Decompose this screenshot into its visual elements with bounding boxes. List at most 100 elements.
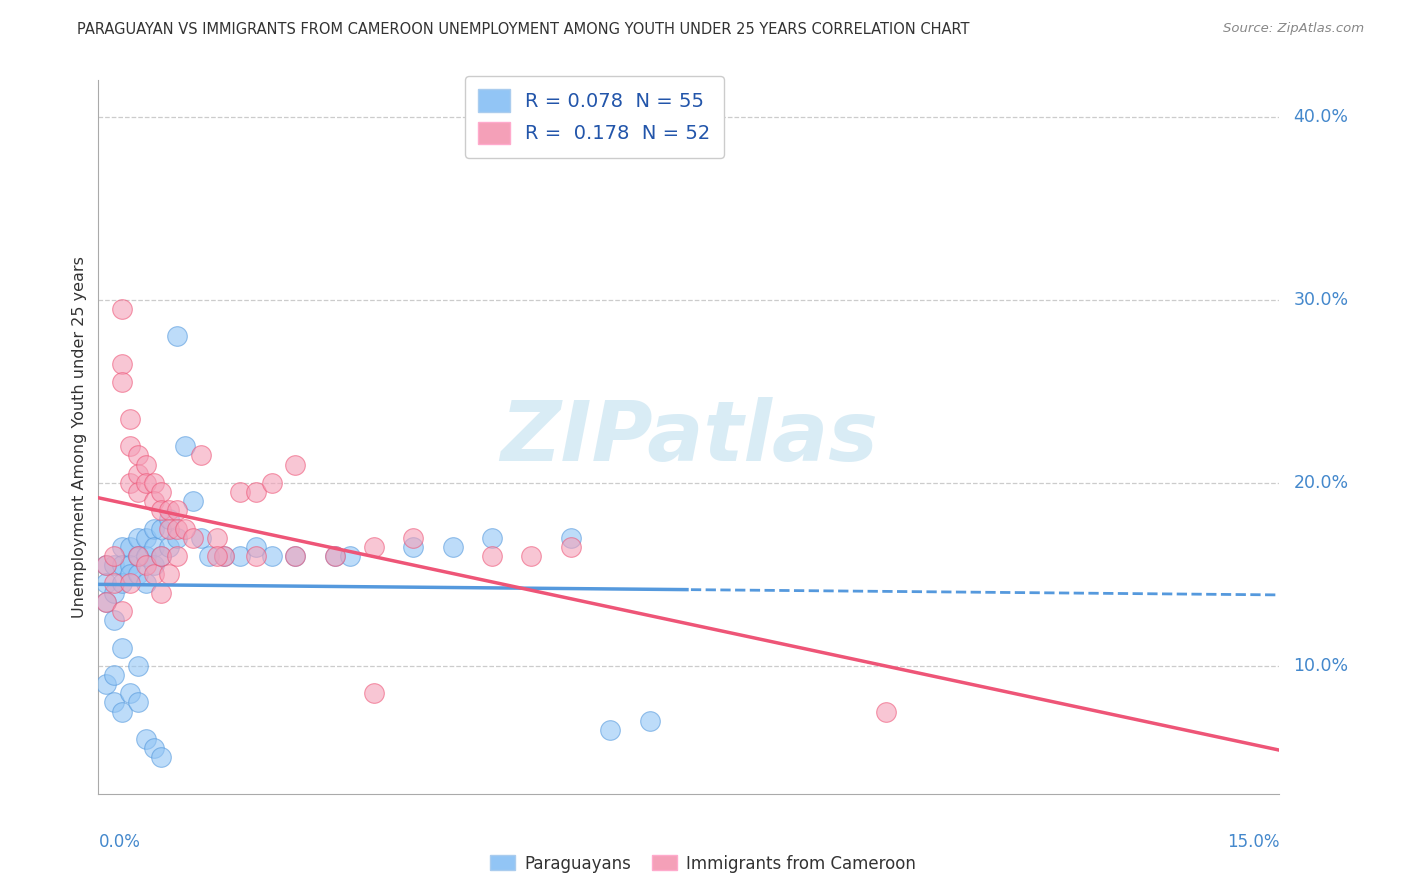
Point bbox=[229, 485, 252, 500]
Point bbox=[245, 540, 267, 554]
Point bbox=[150, 750, 173, 764]
Point bbox=[560, 540, 582, 554]
Point bbox=[103, 549, 125, 563]
Point bbox=[638, 714, 661, 728]
Point bbox=[142, 567, 165, 582]
Point bbox=[142, 558, 165, 573]
Point bbox=[157, 567, 180, 582]
Point bbox=[197, 549, 219, 563]
Point bbox=[96, 576, 118, 591]
Point bbox=[142, 494, 165, 508]
Text: 15.0%: 15.0% bbox=[1227, 833, 1279, 851]
Point bbox=[166, 522, 188, 536]
Point bbox=[127, 449, 149, 463]
Point bbox=[103, 558, 125, 573]
Point bbox=[111, 301, 134, 316]
Text: ZIPatlas: ZIPatlas bbox=[501, 397, 877, 477]
Point bbox=[111, 375, 134, 389]
Point bbox=[157, 503, 180, 517]
Point bbox=[111, 576, 134, 591]
Point bbox=[142, 741, 165, 756]
Point bbox=[142, 522, 165, 536]
Point bbox=[127, 531, 149, 545]
Point bbox=[96, 558, 118, 573]
Point bbox=[135, 458, 157, 472]
Point bbox=[323, 549, 346, 563]
Point bbox=[96, 677, 118, 691]
Point bbox=[363, 686, 385, 700]
Point bbox=[181, 531, 204, 545]
Point bbox=[150, 549, 173, 563]
Point bbox=[166, 503, 188, 517]
Point bbox=[118, 686, 141, 700]
Point bbox=[135, 731, 157, 746]
Point bbox=[174, 439, 197, 453]
Point bbox=[111, 705, 134, 719]
Point bbox=[245, 549, 267, 563]
Point bbox=[166, 531, 188, 545]
Point bbox=[150, 485, 173, 500]
Point bbox=[150, 522, 173, 536]
Point bbox=[190, 531, 212, 545]
Point bbox=[135, 558, 157, 573]
Point bbox=[135, 576, 157, 591]
Point bbox=[142, 475, 165, 490]
Point bbox=[118, 558, 141, 573]
Point bbox=[111, 357, 134, 371]
Point bbox=[875, 705, 897, 719]
Point bbox=[150, 585, 173, 599]
Point bbox=[103, 576, 125, 591]
Point bbox=[118, 411, 141, 425]
Point bbox=[96, 595, 118, 609]
Point bbox=[127, 485, 149, 500]
Point bbox=[402, 531, 425, 545]
Point bbox=[166, 329, 188, 343]
Point bbox=[214, 549, 236, 563]
Point bbox=[111, 640, 134, 655]
Point bbox=[284, 549, 307, 563]
Point bbox=[96, 595, 118, 609]
Point bbox=[205, 531, 228, 545]
Point bbox=[560, 531, 582, 545]
Legend: Paraguayans, Immigrants from Cameroon: Paraguayans, Immigrants from Cameroon bbox=[482, 848, 924, 880]
Legend: R = 0.078  N = 55, R =  0.178  N = 52: R = 0.078 N = 55, R = 0.178 N = 52 bbox=[465, 76, 724, 158]
Point bbox=[96, 558, 118, 573]
Point bbox=[103, 613, 125, 627]
Point bbox=[166, 549, 188, 563]
Point bbox=[260, 475, 283, 490]
Point bbox=[284, 458, 307, 472]
Y-axis label: Unemployment Among Youth under 25 years: Unemployment Among Youth under 25 years bbox=[72, 256, 87, 618]
Point bbox=[127, 567, 149, 582]
Point bbox=[103, 668, 125, 682]
Point bbox=[157, 540, 180, 554]
Point bbox=[481, 531, 503, 545]
Point bbox=[118, 576, 141, 591]
Point bbox=[157, 522, 180, 536]
Point bbox=[245, 485, 267, 500]
Point bbox=[190, 449, 212, 463]
Point bbox=[127, 658, 149, 673]
Point bbox=[441, 540, 464, 554]
Point bbox=[111, 604, 134, 618]
Point bbox=[229, 549, 252, 563]
Point bbox=[214, 549, 236, 563]
Point bbox=[481, 549, 503, 563]
Point bbox=[323, 549, 346, 563]
Point bbox=[118, 567, 141, 582]
Point bbox=[402, 540, 425, 554]
Text: 10.0%: 10.0% bbox=[1294, 657, 1348, 674]
Point bbox=[127, 549, 149, 563]
Point bbox=[150, 549, 173, 563]
Point bbox=[284, 549, 307, 563]
Point bbox=[118, 540, 141, 554]
Text: PARAGUAYAN VS IMMIGRANTS FROM CAMEROON UNEMPLOYMENT AMONG YOUTH UNDER 25 YEARS C: PARAGUAYAN VS IMMIGRANTS FROM CAMEROON U… bbox=[77, 22, 970, 37]
Point bbox=[157, 512, 180, 526]
Text: 20.0%: 20.0% bbox=[1294, 474, 1348, 491]
Point bbox=[181, 494, 204, 508]
Point bbox=[150, 503, 173, 517]
Point bbox=[135, 531, 157, 545]
Text: 40.0%: 40.0% bbox=[1294, 108, 1348, 126]
Point bbox=[174, 522, 197, 536]
Point bbox=[111, 540, 134, 554]
Point bbox=[135, 475, 157, 490]
